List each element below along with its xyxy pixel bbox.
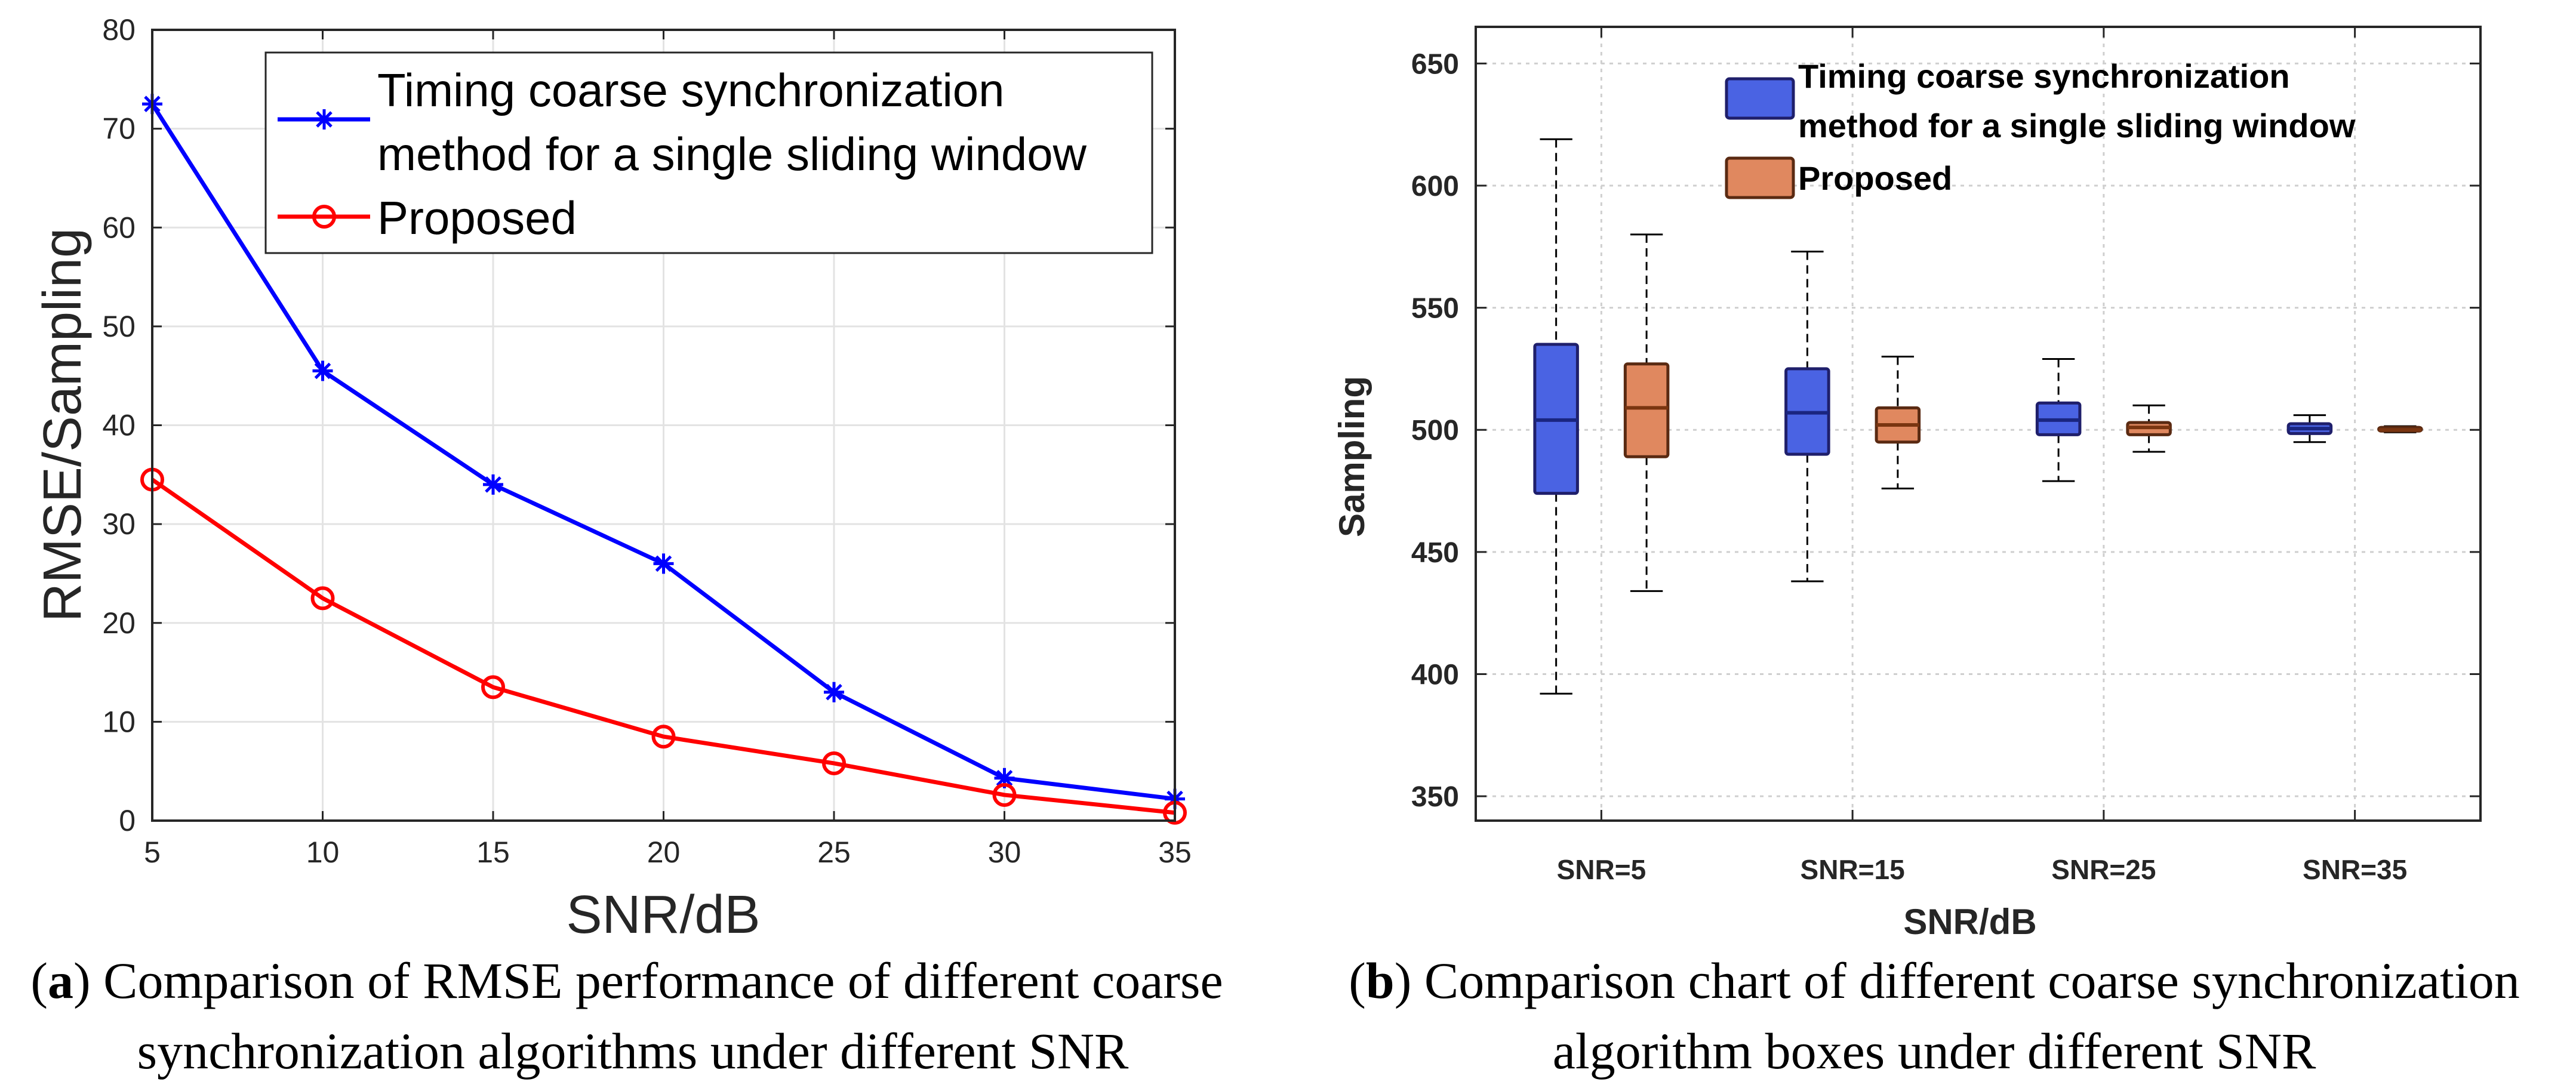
chart-b-y-tick-label: 650 bbox=[1411, 48, 1459, 80]
caption-a: (a) Comparison of RMSE performance of di… bbox=[30, 952, 1223, 1080]
chart-a-legend-asterisk bbox=[314, 109, 334, 130]
chart-a-y-tick-label: 80 bbox=[102, 13, 136, 47]
caption-b-line-2: algorithm boxes under different SNR bbox=[1553, 1022, 2316, 1080]
chart-a-series-0-point bbox=[824, 682, 844, 702]
chart-b-legend-series-1-label: Proposed bbox=[1798, 159, 1952, 197]
chart-a-series-0-point-stroke bbox=[485, 476, 501, 493]
chart-a-y-tick-label: 50 bbox=[102, 310, 136, 343]
chart-a-legend-series-1-label: Proposed bbox=[377, 192, 577, 244]
chart-b-y-tick-label: 550 bbox=[1411, 293, 1459, 325]
chart-b-legend-swatch-series-1 bbox=[1725, 156, 1795, 199]
chart-b-y-tick-label: 400 bbox=[1411, 659, 1459, 691]
chart-a-x-tick-label: 30 bbox=[988, 836, 1021, 869]
caption-b-text-1: Comparison chart of different coarse syn… bbox=[1424, 952, 2520, 1009]
caption-a-line-2: synchronization algorithms under differe… bbox=[137, 1022, 1129, 1080]
chart-a-x-tick-label: 35 bbox=[1158, 836, 1192, 869]
chart-b-category-label: SNR=15 bbox=[1801, 854, 1905, 885]
chart-b-xlabel: SNR/dB bbox=[1903, 902, 2036, 942]
chart-b-ticks: 350 400 450 500 550 600 650 SNR=5 SNR=15 SNR=25 SN… bbox=[1411, 27, 2480, 885]
chart-a-legend: Timing coarse synchronization method for… bbox=[264, 51, 1153, 254]
caption-b-line-1: (b) Comparison chart of different coarse… bbox=[1349, 952, 2519, 1009]
chart-b-box-plot: 350 400 450 500 550 600 650 SNR=5 SNR=15 SNR=25 SN… bbox=[1332, 26, 2482, 942]
chart-a-series-0-point-stroke bbox=[826, 683, 842, 701]
chart-a-y-tick-label: 30 bbox=[102, 507, 136, 541]
chart-a-series-0-point bbox=[483, 474, 503, 495]
chart-a-legend-series-0-line-2: method for a single sliding window bbox=[377, 128, 1087, 180]
chart-a-series-0-point-stroke bbox=[655, 555, 672, 572]
caption-a-line-1: (a) Comparison of RMSE performance of di… bbox=[30, 952, 1223, 1009]
chart-a-x-tick-label: 5 bbox=[144, 836, 161, 869]
chart-b-box-series-1 bbox=[1623, 233, 1670, 592]
chart-a-series-0-point-stroke bbox=[314, 362, 331, 380]
chart-a-y-tick-label: 10 bbox=[102, 705, 136, 738]
chart-a-plot-frame bbox=[151, 29, 1176, 822]
chart-b-box-series-1 bbox=[2377, 425, 2423, 433]
chart-a-series-0-point bbox=[312, 360, 333, 381]
caption-b-label: b bbox=[1366, 952, 1395, 1009]
chart-b-box-series-0 bbox=[1784, 250, 1830, 583]
chart-a-series-1-line bbox=[151, 477, 1175, 815]
chart-a-legend-asterisk-stroke bbox=[316, 111, 333, 128]
chart-a-x-tick-label: 25 bbox=[817, 836, 851, 869]
chart-b-plot-frame bbox=[1475, 26, 2482, 822]
chart-b-box-series-0 bbox=[2035, 358, 2082, 482]
chart-b-y-tick-label: 500 bbox=[1411, 415, 1459, 446]
chart-a-xlabel: SNR/dB bbox=[566, 885, 760, 945]
chart-a-legend-circle-marker bbox=[312, 205, 336, 229]
caption-a-label: a bbox=[48, 952, 73, 1009]
chart-a-series-1-point bbox=[310, 586, 335, 611]
chart-b-y-tick-label: 450 bbox=[1411, 537, 1459, 569]
chart-b-category-label: SNR=25 bbox=[2051, 854, 2156, 885]
chart-a-series-0-point-stroke bbox=[996, 769, 1013, 787]
chart-a-y-tick-label: 20 bbox=[102, 606, 136, 640]
chart-a-series-1-point bbox=[822, 751, 846, 775]
chart-b-iqr-box bbox=[1623, 362, 1670, 458]
chart-b-box-series-0 bbox=[2286, 414, 2333, 443]
chart-a-ticks: 5 10 15 20 25 30 35 0 10 20 30 40 50 60 70 80 bbox=[102, 13, 1191, 869]
chart-b-y-tick-label: 600 bbox=[1411, 171, 1459, 202]
chart-a-y-tick-label: 60 bbox=[102, 211, 136, 244]
chart-a-series-1-point bbox=[992, 782, 1017, 807]
chart-a-legend-asterisk-marker bbox=[314, 109, 334, 130]
chart-a-y-tick-label: 0 bbox=[119, 804, 136, 837]
chart-b-legend-swatch-series-0 bbox=[1725, 77, 1795, 120]
chart-a-legend-box bbox=[264, 51, 1153, 254]
chart-b-category-label: SNR=35 bbox=[2303, 854, 2407, 885]
chart-a-legend-series-0-line-1: Timing coarse synchronization bbox=[377, 64, 1005, 116]
chart-a-x-tick-label: 15 bbox=[476, 836, 510, 869]
chart-b-legend-series-0-line-2: method for a single sliding window bbox=[1798, 107, 2356, 144]
chart-a-rmse-line-chart: 5 10 15 20 25 30 35 0 10 20 30 40 50 60 70 80 RMSE/Samp… bbox=[33, 13, 1192, 945]
chart-b-y-tick-label: 350 bbox=[1411, 781, 1459, 813]
chart-a-y-tick-label: 40 bbox=[102, 409, 136, 442]
chart-b-ylabel: Sampling bbox=[1332, 376, 1372, 537]
chart-b-boxes bbox=[1533, 138, 2423, 695]
caption-a-text-1: Comparison of RMSE performance of differ… bbox=[103, 952, 1223, 1009]
chart-a-x-tick-label: 10 bbox=[306, 836, 340, 869]
chart-b-legend-series-0-line-1: Timing coarse synchronization bbox=[1798, 57, 2290, 95]
chart-a-series-1-point bbox=[651, 725, 676, 749]
chart-a-x-tick-label: 20 bbox=[647, 836, 681, 869]
chart-b-box-series-0 bbox=[1533, 138, 1579, 695]
chart-a-series-0-point bbox=[653, 553, 674, 574]
chart-b-box-series-1 bbox=[2126, 404, 2172, 453]
chart-a-series-1-point bbox=[481, 675, 505, 699]
caption-b: (b) Comparison chart of different coarse… bbox=[1349, 952, 2519, 1080]
chart-b-category-label: SNR=5 bbox=[1557, 854, 1646, 885]
chart-b-box-series-1 bbox=[1875, 355, 1921, 489]
chart-a-y-tick-label: 70 bbox=[102, 112, 136, 146]
chart-a-ylabel: RMSE/Sampling bbox=[33, 228, 93, 622]
chart-b-legend: Timing coarse synchronization method for… bbox=[1725, 57, 2356, 199]
